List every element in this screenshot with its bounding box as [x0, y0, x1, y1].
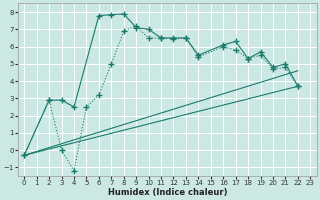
- X-axis label: Humidex (Indice chaleur): Humidex (Indice chaleur): [108, 188, 227, 197]
